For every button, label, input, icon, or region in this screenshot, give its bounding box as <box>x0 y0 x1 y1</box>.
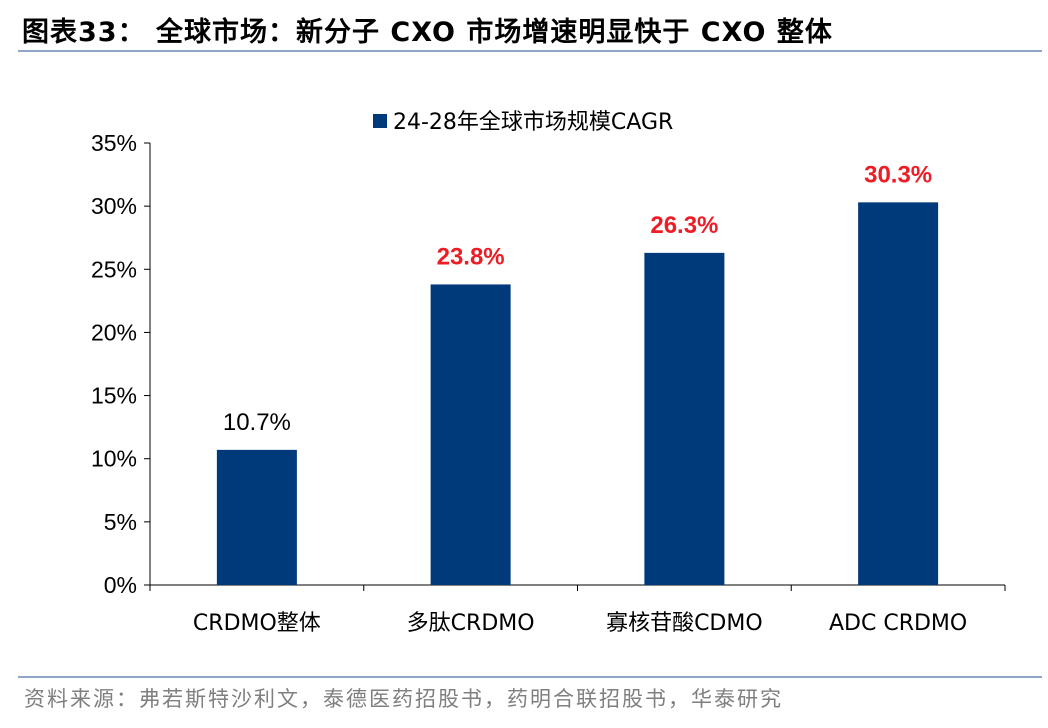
bar-value-label: 23.8% <box>437 243 505 270</box>
x-axis: CRDMO整体 多肽CRDMO 寡核苷酸CDMO ADC CRDMO <box>149 584 1006 636</box>
legend: 24-28年全球市场规模CAGR <box>373 110 673 135</box>
bar <box>858 202 939 585</box>
y-tick-label: 20% <box>91 319 137 345</box>
legend-series-label: 24-28年全球市场规模CAGR <box>393 110 673 135</box>
y-tick-label: 5% <box>104 509 137 535</box>
x-category-label: 寡核苷酸CDMO <box>606 611 763 636</box>
data-labels: 10.7% 23.8% 26.3% 30.3% <box>223 161 932 436</box>
source-rule <box>18 676 1042 678</box>
source-note: 资料来源：弗若斯特沙利文，泰德医药招股书，药明合联招股书，华泰研究 <box>24 687 783 711</box>
y-axis: 0% 5% 10% 15% 20% 25% 30% 35% <box>91 130 151 598</box>
x-category-label: ADC CRDMO <box>829 611 967 636</box>
x-category-label: 多肽CRDMO <box>407 611 535 636</box>
bars <box>216 202 939 585</box>
bar-value-label: 10.7% <box>223 409 291 436</box>
y-tick-label: 15% <box>91 383 137 409</box>
bar-chart: 24-28年全球市场规模CAGR 0%5%10%15%20%25%30%35% … <box>91 110 1006 636</box>
bar <box>430 284 511 585</box>
bar-value-label: 26.3% <box>650 212 718 239</box>
y-tick-label: 25% <box>91 256 137 282</box>
title-rule <box>18 50 1042 52</box>
x-category-label: CRDMO整体 <box>193 611 321 636</box>
bar <box>216 449 297 585</box>
bar-value-label: 30.3% <box>864 161 932 188</box>
bar <box>644 252 725 585</box>
figure-title: 图表33： 全球市场：新分子 CXO 市场增速明显快于 CXO 整体 <box>22 17 833 48</box>
y-tick-label: 10% <box>91 446 137 472</box>
y-tick-label: 35% <box>91 130 137 156</box>
legend-swatch <box>373 114 387 128</box>
y-tick-label: 0% <box>104 572 137 598</box>
y-tick-label: 30% <box>91 193 137 219</box>
